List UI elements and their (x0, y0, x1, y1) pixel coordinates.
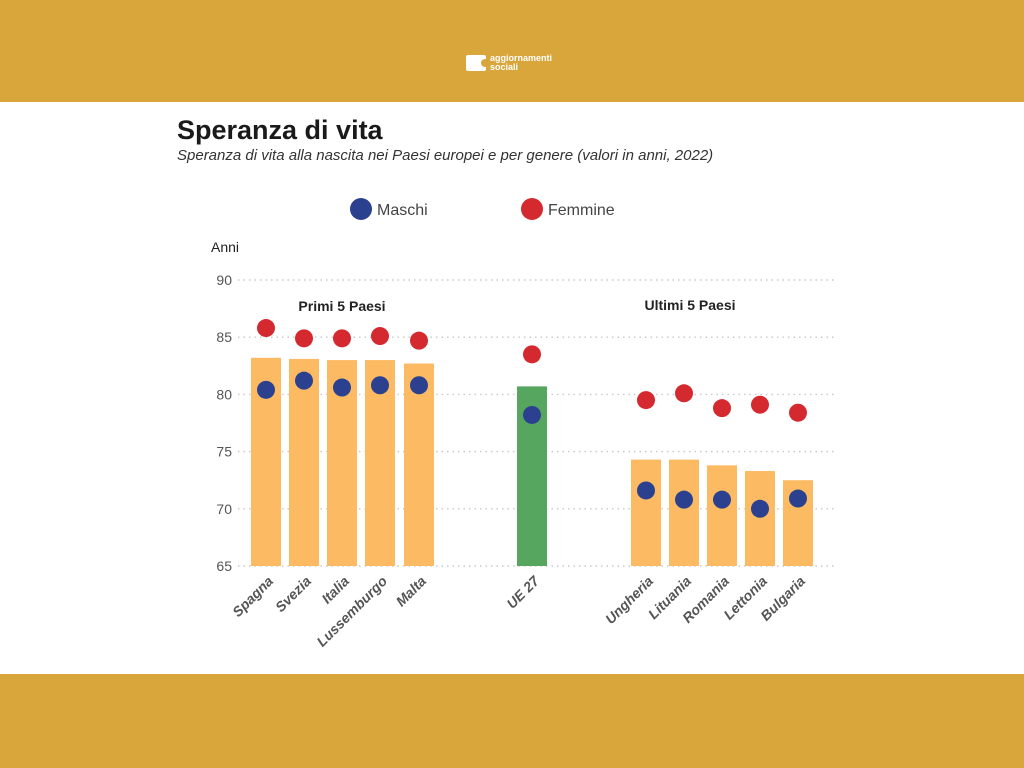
dot-maschi-ungheria (637, 481, 655, 500)
y-tick-80: 80 (216, 386, 232, 402)
legend-label-maschi: Maschi (377, 202, 428, 219)
dot-femmine-lituania (675, 384, 693, 403)
x-tick-malta: Malta (392, 573, 429, 610)
bar-malta (404, 363, 434, 566)
dot-femmine-italia (333, 329, 351, 348)
bar-svezia (289, 358, 319, 566)
x-tick-svezia: Svezia (272, 573, 314, 615)
group-label-2: Ultimi 5 Paesi (644, 297, 735, 313)
dot-maschi-lettonia (751, 499, 769, 518)
dot-femmine-bulgaria (789, 403, 807, 422)
header-band: aggiornamenti sociali (0, 0, 1024, 102)
dot-maschi-spagna (257, 380, 275, 399)
group-label-0: Primi 5 Paesi (298, 298, 385, 314)
dot-maschi-ue-27 (523, 405, 541, 424)
dot-femmine-romania (713, 399, 731, 418)
y-tick-65: 65 (216, 558, 232, 574)
x-tick-spagna: Spagna (229, 573, 276, 620)
dot-femmine-lettonia (751, 395, 769, 414)
bar-lituania (669, 459, 699, 566)
dot-femmine-ungheria (637, 391, 655, 410)
brand-line-2: sociali (490, 62, 519, 72)
dot-maschi-italia (333, 378, 351, 397)
brand-line-1: aggiornamenti (490, 53, 553, 63)
brand-logo-icon (466, 55, 489, 71)
x-tick-ue-27: UE 27 (503, 572, 543, 612)
legend-label-femmine: Femmine (548, 202, 615, 219)
bar-lettonia (745, 471, 775, 566)
bar-romania (707, 465, 737, 566)
dot-maschi-lituania (675, 490, 693, 509)
legend-marker-femmine (521, 198, 543, 220)
bar-ungheria (631, 459, 661, 566)
y-tick-75: 75 (216, 444, 232, 460)
dot-femmine-svezia (295, 329, 313, 348)
x-tick-italia: Italia (318, 573, 352, 607)
dot-femmine-spagna (257, 319, 275, 338)
chart-subtitle: Speranza di vita alla nascita nei Paesi … (177, 147, 714, 164)
y-tick-85: 85 (216, 329, 232, 345)
y-tick-70: 70 (216, 501, 232, 517)
footer-band (0, 674, 1024, 768)
dot-maschi-bulgaria (789, 489, 807, 508)
x-tick-ungheria: Ungheria (602, 573, 656, 627)
dot-femmine-lussemburgo (371, 327, 389, 346)
dot-maschi-malta (410, 376, 428, 395)
brand-logo: aggiornamenti sociali (466, 52, 552, 74)
dot-maschi-romania (713, 490, 731, 509)
brand-logo-text: aggiornamenti sociali (490, 54, 552, 72)
dot-femmine-ue-27 (523, 345, 541, 364)
y-axis-label: Anni (211, 239, 239, 255)
dot-femmine-malta (410, 331, 428, 350)
dot-maschi-lussemburgo (371, 376, 389, 395)
dot-maschi-svezia (295, 371, 313, 390)
chart-title: Speranza di vita (177, 115, 383, 145)
bar-lussemburgo (365, 360, 395, 566)
y-tick-90: 90 (216, 272, 232, 288)
legend-marker-maschi (350, 198, 372, 220)
